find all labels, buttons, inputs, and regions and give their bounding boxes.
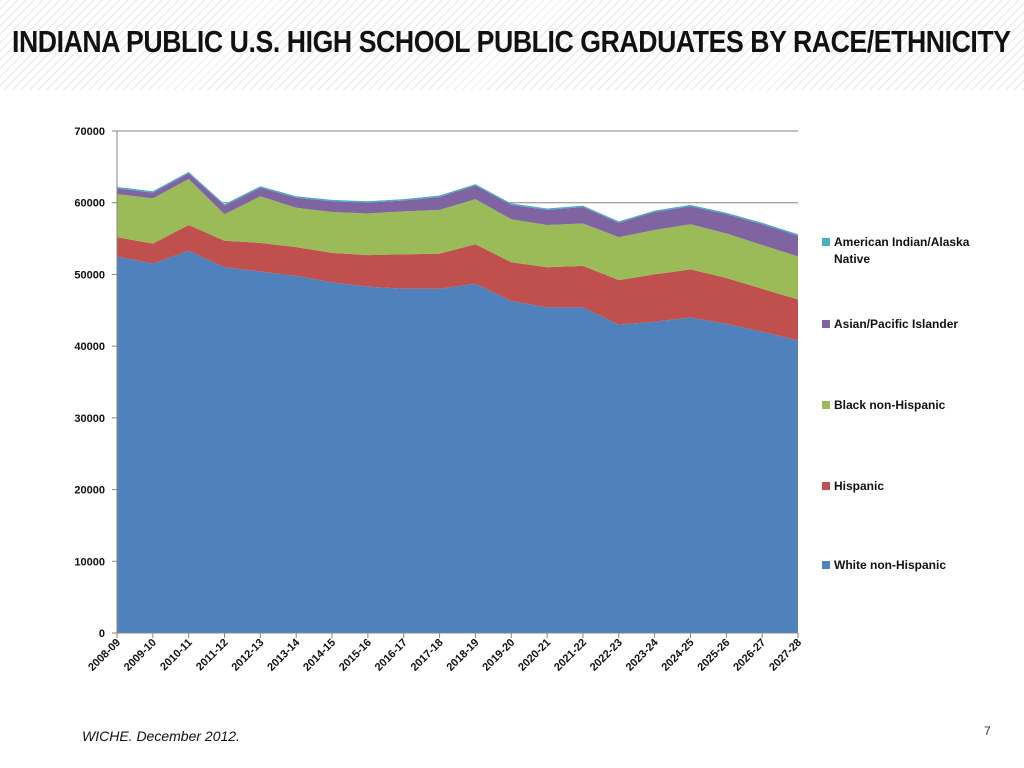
x-tick-label: 2019-20 [480,637,517,674]
x-tick-label: 2025-26 [695,637,732,674]
x-tick-label: 2026-27 [731,637,768,674]
y-tick-label: 0 [99,628,105,640]
legend-item: Hispanic [822,478,1002,495]
area-hispanic [117,224,798,341]
chart-areas [117,171,798,633]
x-tick-label: 2008-09 [86,637,123,674]
legend-label: Black non-Hispanic [834,398,946,412]
area-white-non-hispanic [117,250,798,633]
y-tick-label: 20000 [74,485,105,497]
slide-title: INDIANA PUBLIC U.S. HIGH SCHOOL PUBLIC G… [12,24,1011,59]
x-tick-label: 2011-12 [194,637,231,674]
area-black-non-hispanic [117,179,798,300]
x-tick-label: 2012-13 [229,637,266,674]
y-tick-label: 10000 [74,556,105,568]
y-tick-label: 40000 [74,341,105,353]
x-tick-label: 2017-18 [409,637,446,674]
x-tick-label: 2015-16 [337,637,374,674]
legend-label: Hispanic [834,479,885,493]
x-tick-label: 2014-15 [301,637,338,674]
x-tick-label: 2020-21 [516,637,553,674]
x-tick-label: 2016-17 [373,637,410,674]
area-american-indian-alaska-native [117,171,798,236]
legend-swatch [822,401,830,409]
legend-label: Asian/Pacific Islander [834,317,959,331]
x-tick-label: 2024-25 [660,637,697,674]
legend-swatch [822,238,830,246]
page-number: 7 [984,724,991,738]
x-tick-label: 2010-11 [158,637,195,674]
legend-item: White non-Hispanic [822,557,1002,574]
y-tick-label: 30000 [74,413,105,425]
legend-label: White non-Hispanic [834,558,946,572]
x-tick-label: 2023-24 [624,636,662,674]
legend-swatch [822,320,830,328]
legend-item: American Indian/Alaska Native [822,234,1002,268]
area-asian-pacific-islander [117,173,798,257]
legend-swatch [822,561,830,569]
legend-label: American Indian/Alaska Native [834,235,970,266]
title-band: INDIANA PUBLIC U.S. HIGH SCHOOL PUBLIC G… [0,0,1024,90]
legend-item: Black non-Hispanic [822,397,1002,414]
legend-swatch [822,482,830,490]
y-tick-label: 60000 [74,198,105,210]
y-tick-label: 70000 [74,126,105,138]
x-tick-label: 2009-10 [122,637,159,674]
legend-item: Asian/Pacific Islander [822,316,1002,333]
source-citation: WICHE. December 2012. [82,728,240,744]
x-tick-label: 2027-28 [767,637,804,674]
y-tick-label: 50000 [74,269,105,281]
x-tick-label: 2013-14 [265,636,303,674]
x-tick-label: 2021-22 [552,637,589,674]
x-tick-label: 2022-23 [588,637,625,674]
x-tick-label: 2018-19 [445,637,482,674]
